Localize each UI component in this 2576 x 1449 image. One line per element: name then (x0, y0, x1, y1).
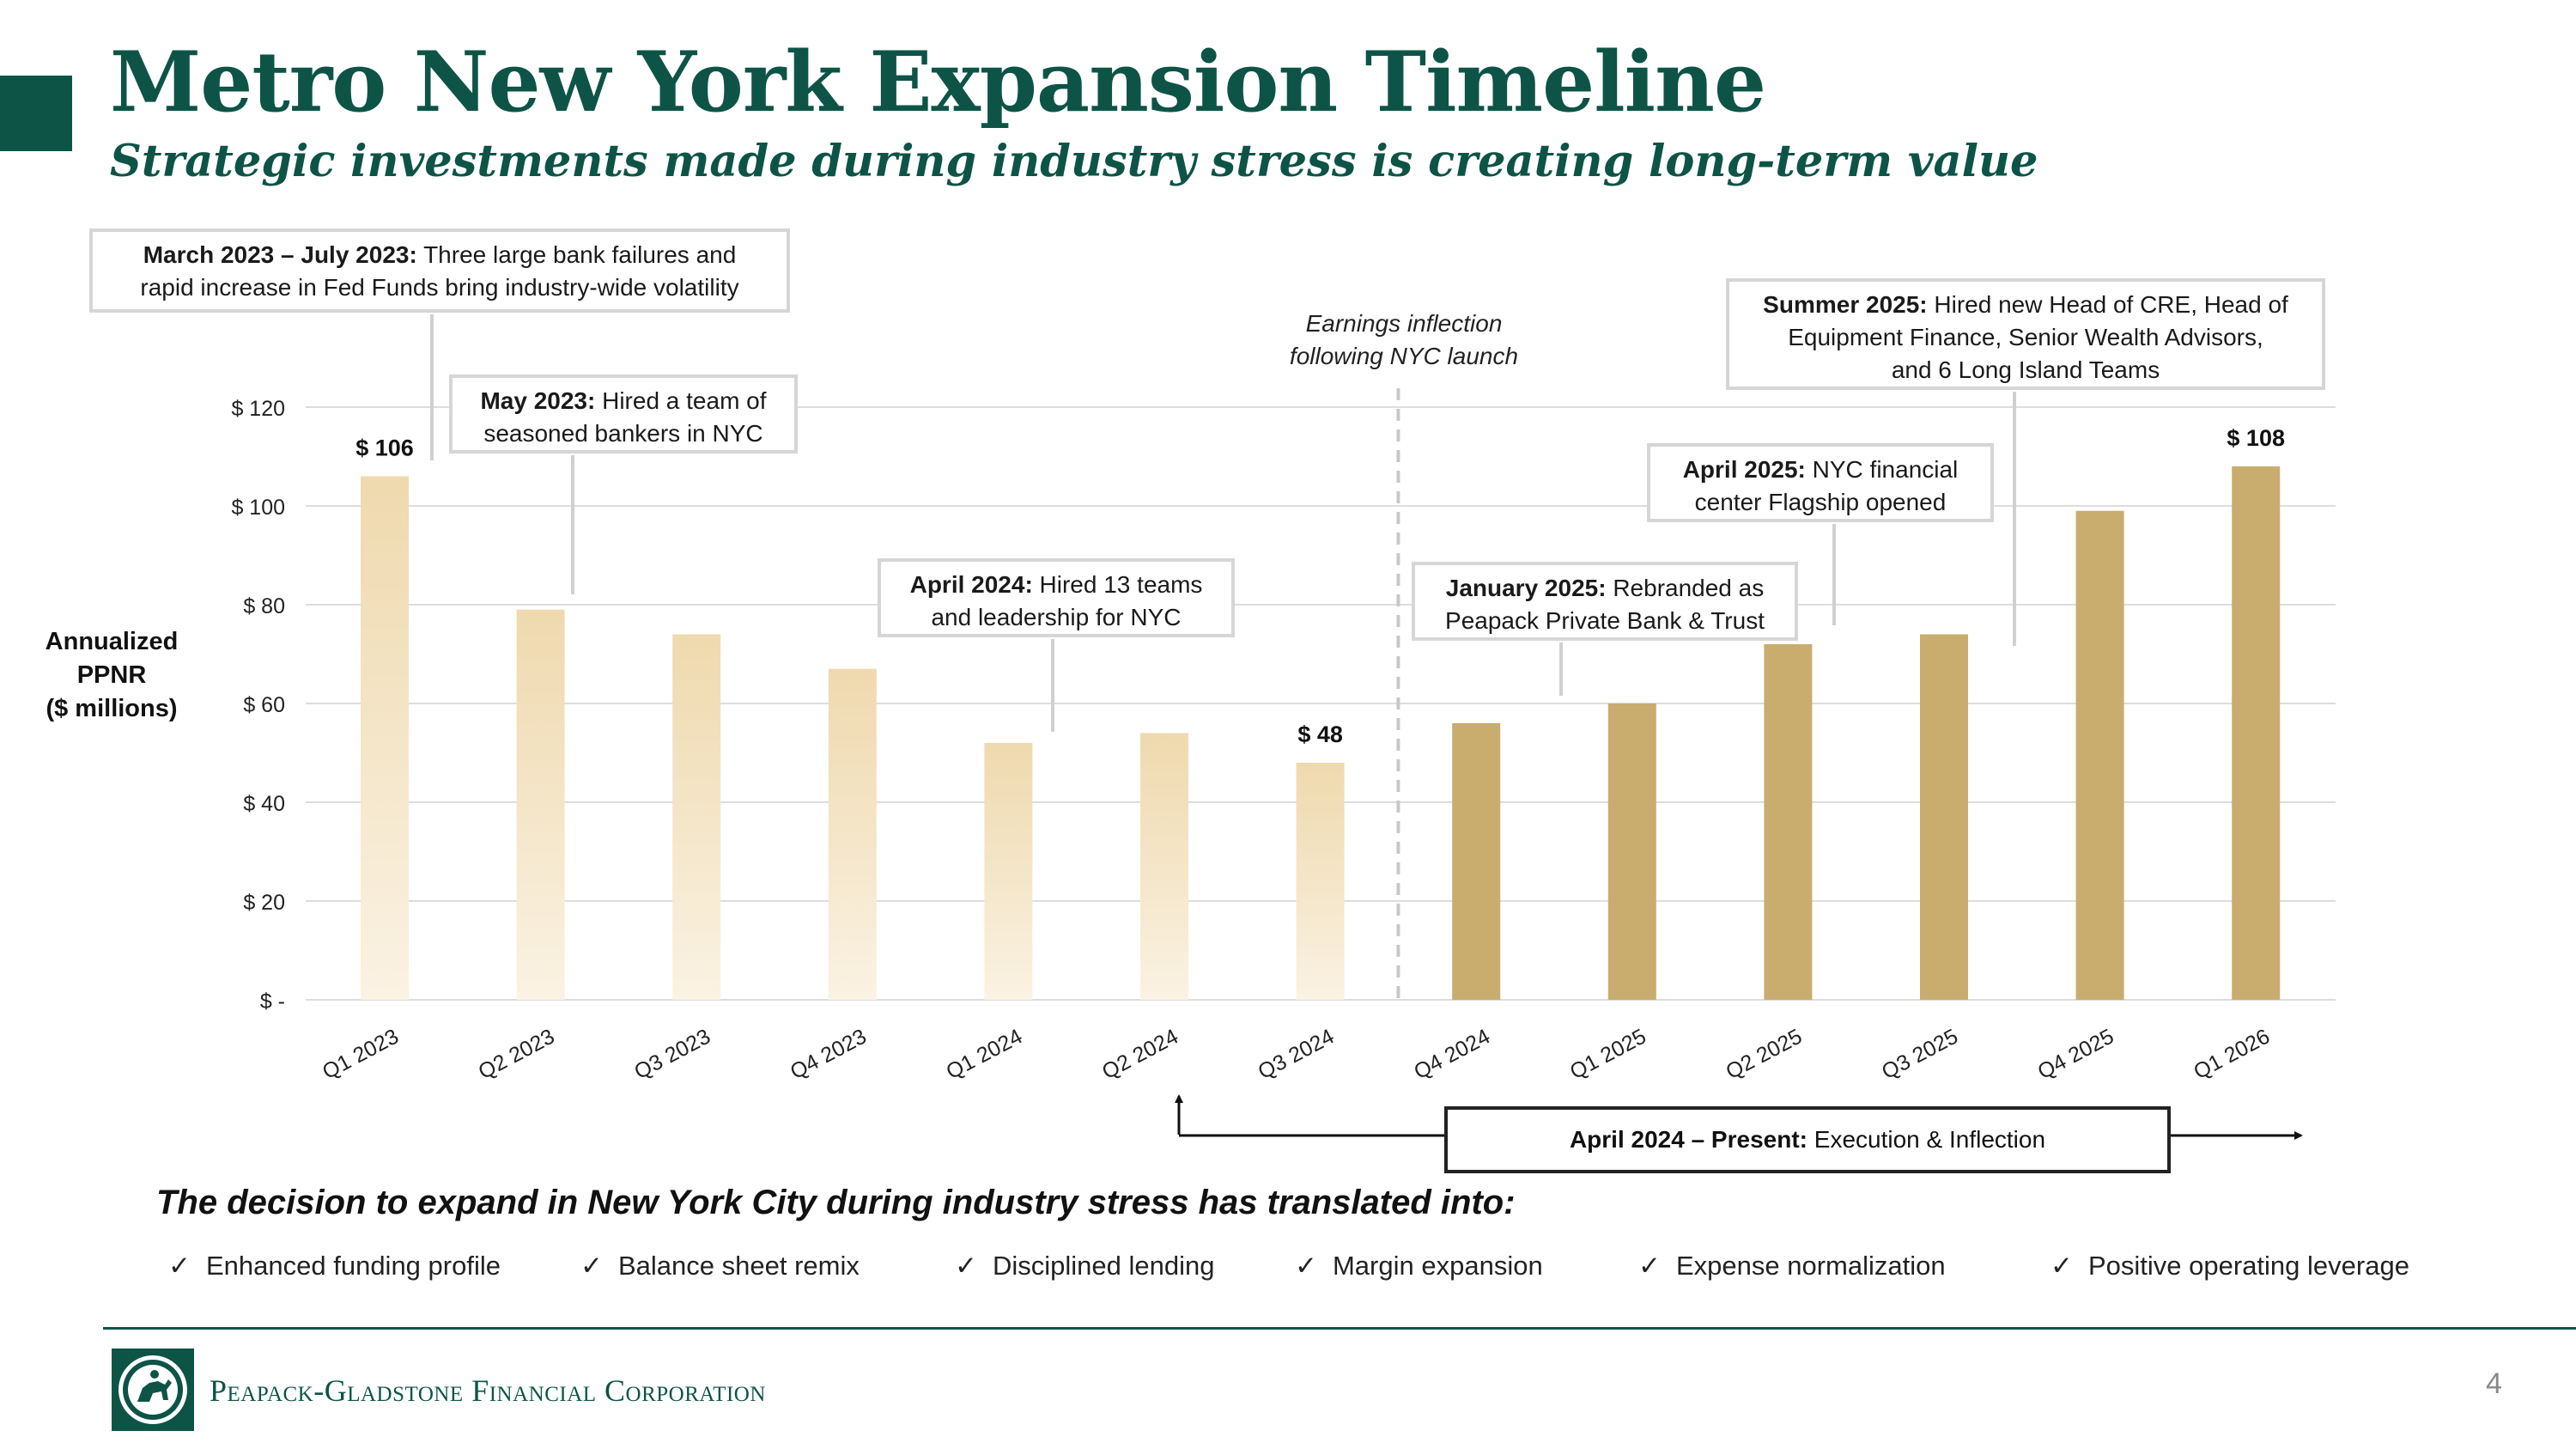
callout-may-2023-text2: seasoned bankers in NYC (483, 420, 763, 447)
outcome-list: ✓ Enhanced funding profile ✓ Balance sheet… (0, 1251, 2576, 1288)
callout-january-2025: January 2025: Rebranded as Peapack Priva… (1412, 562, 1798, 641)
check-icon: ✓ (1638, 1251, 1661, 1282)
page-number: 4 (2486, 1367, 2502, 1400)
callout-march-2023-text1: Three large bank failures and (416, 241, 737, 268)
x-tick-label: Q1 2024 (942, 1025, 1026, 1085)
execution-period: April 2024 – Present: (1569, 1126, 1807, 1153)
outcome-label: Enhanced funding profile (205, 1251, 501, 1281)
check-icon: ✓ (168, 1251, 191, 1282)
callout-may-2023: May 2023: Hired a team of seasoned banke… (449, 374, 798, 454)
page-subtitle: Strategic investments made during indust… (110, 136, 2038, 187)
callout-may-2023-date: May 2023: (480, 387, 596, 414)
outcome-item: ✓ Positive operating leverage (2050, 1251, 2409, 1282)
bar-q4-2024 (1452, 723, 1501, 1000)
earnings-inflection-note: Earnings inflection following NYC launch (1262, 307, 1546, 373)
callout-summer-2025: Summer 2025: Hired new Head of CRE, Head… (1726, 278, 2325, 390)
y-axis-title-line3: ($ millions) (46, 695, 178, 722)
outcome-item: ✓ Disciplined lending (955, 1251, 1214, 1282)
outcome-label: Balance sheet remix (617, 1251, 860, 1281)
y-axis-title: Annualized PPNR ($ millions) (26, 625, 197, 726)
execution-label: Execution & Inflection (1807, 1126, 2046, 1153)
x-tick-label: Q4 2023 (787, 1025, 871, 1085)
outcome-label: Margin expansion (1332, 1251, 1543, 1281)
check-icon: ✓ (2050, 1251, 2073, 1282)
y-tick-label: $ 120 (231, 397, 285, 421)
footer-divider (103, 1327, 2576, 1330)
callout-summer-2025-text3: and 6 Long Island Teams (1891, 356, 2160, 383)
bar-q1-2024 (984, 743, 1033, 1000)
callout-april-2025-text2: center Flagship opened (1694, 489, 1947, 515)
bar-q2-2025 (1764, 644, 1813, 1000)
outcome-label: Expense normalization (1675, 1251, 1946, 1281)
data-label: $ 48 (1297, 721, 1343, 747)
bar-q3-2023 (672, 634, 721, 1000)
x-tick-label: Q4 2024 (1410, 1025, 1494, 1085)
earnings-inflection-line1: Earnings inflection (1305, 310, 1503, 337)
bar-q2-2024 (1140, 733, 1188, 1000)
callout-april-2025: April 2025: NYC financial center Flagshi… (1647, 443, 1994, 522)
callout-may-2023-text1: Hired a team of (595, 387, 767, 414)
callout-april-2025-text1: NYC financial (1805, 456, 1959, 483)
check-icon: ✓ (1295, 1251, 1317, 1282)
callout-april-2024-date: April 2024: (909, 571, 1033, 598)
callout-march-2023-text2: rapid increase in Fed Funds bring indust… (140, 274, 739, 301)
x-tick-label: Q1 2023 (319, 1025, 403, 1085)
bar-q2-2023 (516, 609, 565, 1000)
callout-summer-2025-date: Summer 2025: (1763, 291, 1928, 318)
x-tick-label: Q3 2023 (630, 1025, 714, 1085)
callout-january-2025-text2: Peapack Private Bank & Trust (1445, 607, 1765, 634)
x-tick-label: Q3 2025 (1878, 1025, 1962, 1085)
y-tick-label: $ 100 (231, 496, 285, 520)
callout-summer-2025-text1: Hired new Head of CRE, Head of (1927, 291, 2288, 318)
y-tick-label: $ 80 (243, 594, 285, 618)
data-label: $ 108 (2227, 425, 2285, 451)
bar-q3-2025 (1920, 634, 1968, 1000)
bar-q3-2024 (1296, 763, 1345, 1000)
check-icon: ✓ (955, 1251, 977, 1282)
x-tick-label: Q1 2025 (1566, 1025, 1650, 1085)
data-label: $ 106 (355, 435, 414, 461)
y-tick-label: $ 40 (243, 792, 285, 816)
bar-q4-2023 (828, 668, 877, 1000)
y-tick-label: $ 20 (243, 891, 285, 915)
x-tick-label: Q3 2024 (1255, 1025, 1339, 1085)
callout-april-2024-text1: Hired 13 teams (1032, 571, 1203, 598)
x-tick-label: Q4 2025 (2034, 1025, 2118, 1085)
bar-q1-2023 (361, 476, 409, 1000)
bar-q4-2025 (2075, 510, 2124, 1000)
bar-q1-2025 (1607, 703, 1656, 1000)
outcome-label: Positive operating leverage (2087, 1251, 2409, 1281)
title-accent-square (0, 76, 72, 151)
bar-q1-2026 (2232, 466, 2281, 1000)
page-title: Metro New York Expansion Timeline (110, 33, 1766, 131)
decision-heading: The decision to expand in New York City … (156, 1184, 1516, 1221)
x-tick-label: Q2 2023 (475, 1025, 559, 1085)
callout-january-2025-text1: Rebranded as (1606, 575, 1765, 601)
outcome-item: ✓ Enhanced funding profile (168, 1251, 501, 1282)
callout-summer-2025-text2: Equipment Finance, Senior Wealth Advisor… (1788, 324, 2263, 350)
callout-january-2025-date: January 2025: (1445, 575, 1607, 601)
x-tick-label: Q2 2025 (1722, 1025, 1806, 1085)
outcome-item: ✓ Balance sheet remix (580, 1251, 860, 1282)
callout-april-2025-date: April 2025: (1682, 456, 1806, 483)
company-name: Peapack-Gladstone Financial Corporation (210, 1373, 766, 1408)
x-tick-label: Q1 2026 (2190, 1025, 2274, 1085)
y-tick-label: $ 60 (243, 693, 285, 717)
outcome-item: ✓ Margin expansion (1295, 1251, 1543, 1282)
callout-march-2023-date: March 2023 – July 2023: (143, 241, 417, 268)
check-icon: ✓ (580, 1251, 603, 1282)
callout-march-2023: March 2023 – July 2023: Three large bank… (89, 228, 790, 313)
outcome-label: Disciplined lending (992, 1251, 1215, 1281)
execution-inflection-box: April 2024 – Present: Execution & Inflec… (1444, 1106, 2171, 1173)
outcome-item: ✓ Expense normalization (1638, 1251, 1946, 1282)
earnings-inflection-line2: following NYC launch (1289, 343, 1519, 369)
callout-april-2024: April 2024: Hired 13 teams and leadershi… (878, 558, 1235, 637)
y-axis-title-line2: PPNR (76, 661, 147, 689)
y-axis-title-line1: Annualized (45, 628, 179, 655)
company-seal-logo-icon (112, 1349, 194, 1431)
callout-april-2024-text2: and leadership for NYC (931, 604, 1182, 630)
x-tick-label: Q2 2024 (1098, 1025, 1182, 1085)
y-tick-label: $ - (260, 989, 285, 1014)
